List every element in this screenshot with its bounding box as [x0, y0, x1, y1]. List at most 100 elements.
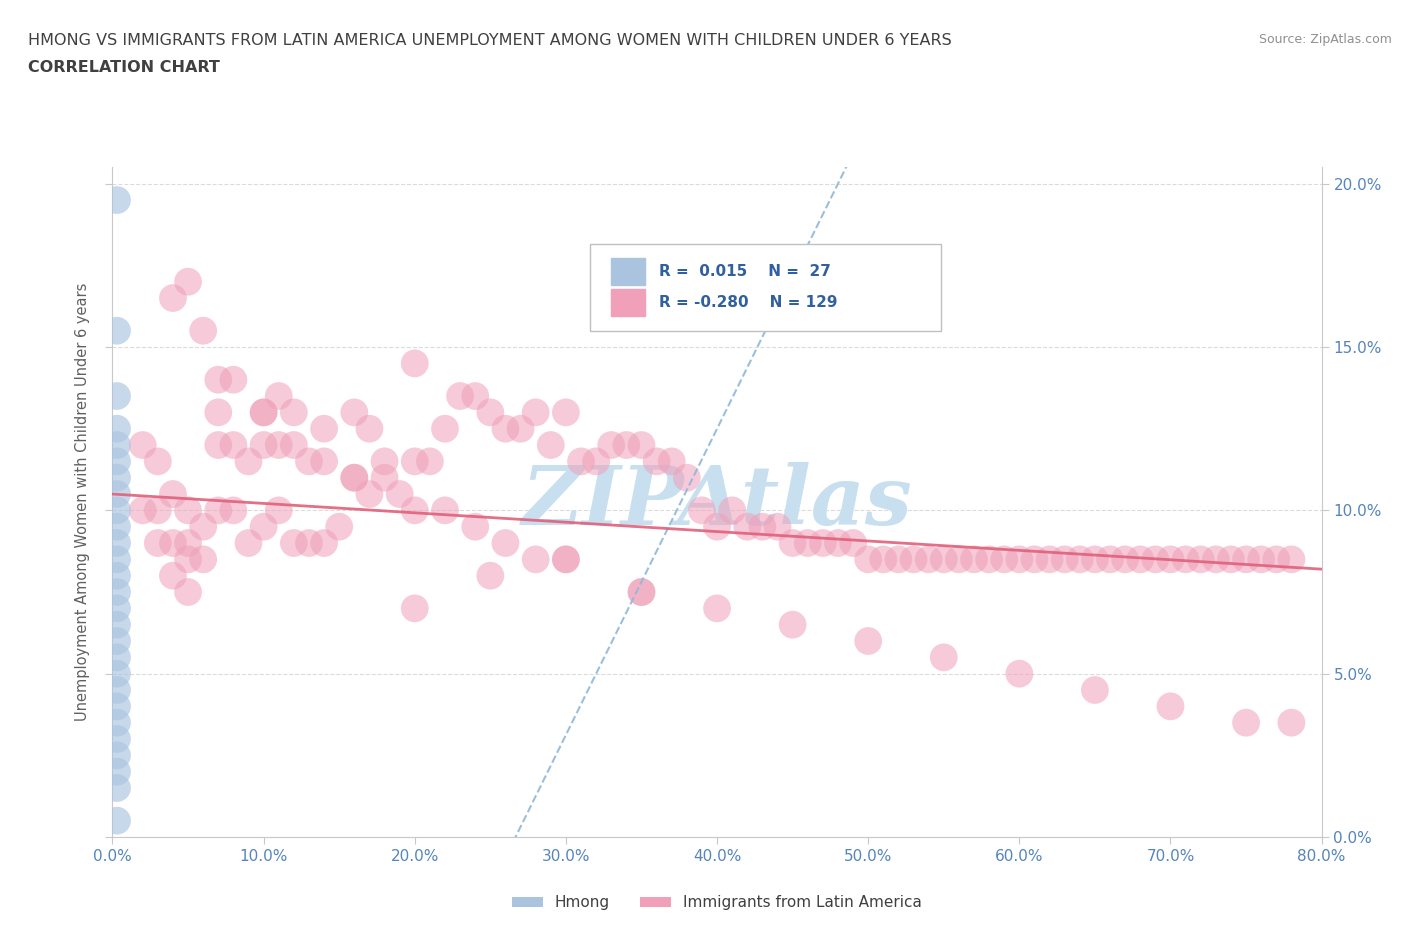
Point	[1098, 551, 1121, 566]
Point	[811, 536, 834, 551]
Point	[464, 389, 486, 404]
Point	[449, 389, 471, 404]
Point	[1024, 551, 1046, 566]
Point	[751, 519, 773, 534]
Bar	[610, 289, 644, 316]
Point	[343, 471, 366, 485]
Point	[690, 503, 713, 518]
Point	[1159, 551, 1181, 566]
Point	[721, 503, 744, 518]
Text: ZIPAtlas: ZIPAtlas	[522, 462, 912, 542]
Point	[162, 568, 184, 583]
Point	[1279, 715, 1302, 730]
Point	[1234, 551, 1257, 566]
Y-axis label: Unemployment Among Women with Children Under 6 years: Unemployment Among Women with Children U…	[75, 283, 90, 722]
Text: HMONG VS IMMIGRANTS FROM LATIN AMERICA UNEMPLOYMENT AMONG WOMEN WITH CHILDREN UN: HMONG VS IMMIGRANTS FROM LATIN AMERICA U…	[28, 33, 952, 47]
Point	[1114, 551, 1136, 566]
Point	[253, 405, 276, 419]
Point	[1250, 551, 1272, 566]
Point	[105, 618, 128, 632]
Point	[177, 536, 200, 551]
Point	[105, 193, 128, 207]
Point	[963, 551, 986, 566]
Point	[105, 732, 128, 747]
Point	[105, 551, 128, 566]
Point	[479, 405, 502, 419]
Point	[105, 486, 128, 501]
Point	[827, 536, 849, 551]
Point	[105, 438, 128, 453]
Point	[782, 536, 804, 551]
Point	[207, 438, 229, 453]
Point	[856, 551, 880, 566]
Point	[796, 536, 818, 551]
Text: Source: ZipAtlas.com: Source: ZipAtlas.com	[1258, 33, 1392, 46]
Point	[661, 454, 683, 469]
Point	[105, 519, 128, 534]
Bar	[610, 258, 644, 285]
Point	[585, 454, 607, 469]
Point	[238, 454, 260, 469]
Point	[105, 715, 128, 730]
Point	[1069, 551, 1091, 566]
Point	[993, 551, 1015, 566]
Point	[404, 454, 426, 469]
Point	[222, 438, 245, 453]
Point	[616, 438, 638, 453]
Point	[105, 421, 128, 436]
Point	[1008, 551, 1031, 566]
Point	[1234, 715, 1257, 730]
Point	[105, 633, 128, 648]
Point	[1265, 551, 1288, 566]
Point	[782, 618, 804, 632]
Point	[314, 454, 336, 469]
Point	[433, 421, 456, 436]
Point	[554, 405, 576, 419]
Point	[554, 551, 576, 566]
Point	[388, 486, 411, 501]
Point	[404, 503, 426, 518]
Point	[1084, 683, 1107, 698]
Point	[343, 471, 366, 485]
Point	[766, 519, 789, 534]
Point	[298, 536, 321, 551]
Point	[162, 290, 184, 305]
Point	[105, 324, 128, 339]
Point	[191, 551, 214, 566]
Point	[419, 454, 441, 469]
Point	[105, 780, 128, 795]
Point	[105, 601, 128, 616]
Point	[105, 666, 128, 681]
Point	[645, 454, 668, 469]
Point	[495, 536, 517, 551]
Point	[191, 324, 214, 339]
Point	[105, 536, 128, 551]
Point	[404, 601, 426, 616]
Point	[404, 356, 426, 371]
Point	[1129, 551, 1152, 566]
Point	[283, 536, 305, 551]
Point	[105, 454, 128, 469]
Point	[267, 438, 290, 453]
Point	[1053, 551, 1076, 566]
Point	[207, 503, 229, 518]
Point	[253, 519, 276, 534]
Point	[374, 454, 396, 469]
Point	[146, 454, 169, 469]
Point	[1038, 551, 1062, 566]
Point	[932, 551, 955, 566]
Point	[146, 503, 169, 518]
Point	[479, 568, 502, 583]
Point	[177, 503, 200, 518]
Text: CORRELATION CHART: CORRELATION CHART	[28, 60, 219, 75]
Point	[856, 633, 880, 648]
Point	[105, 683, 128, 698]
Point	[238, 536, 260, 551]
Point	[253, 405, 276, 419]
Point	[675, 471, 697, 485]
Point	[630, 438, 652, 453]
Point	[267, 503, 290, 518]
Point	[222, 372, 245, 387]
Point	[105, 699, 128, 714]
Point	[283, 438, 305, 453]
